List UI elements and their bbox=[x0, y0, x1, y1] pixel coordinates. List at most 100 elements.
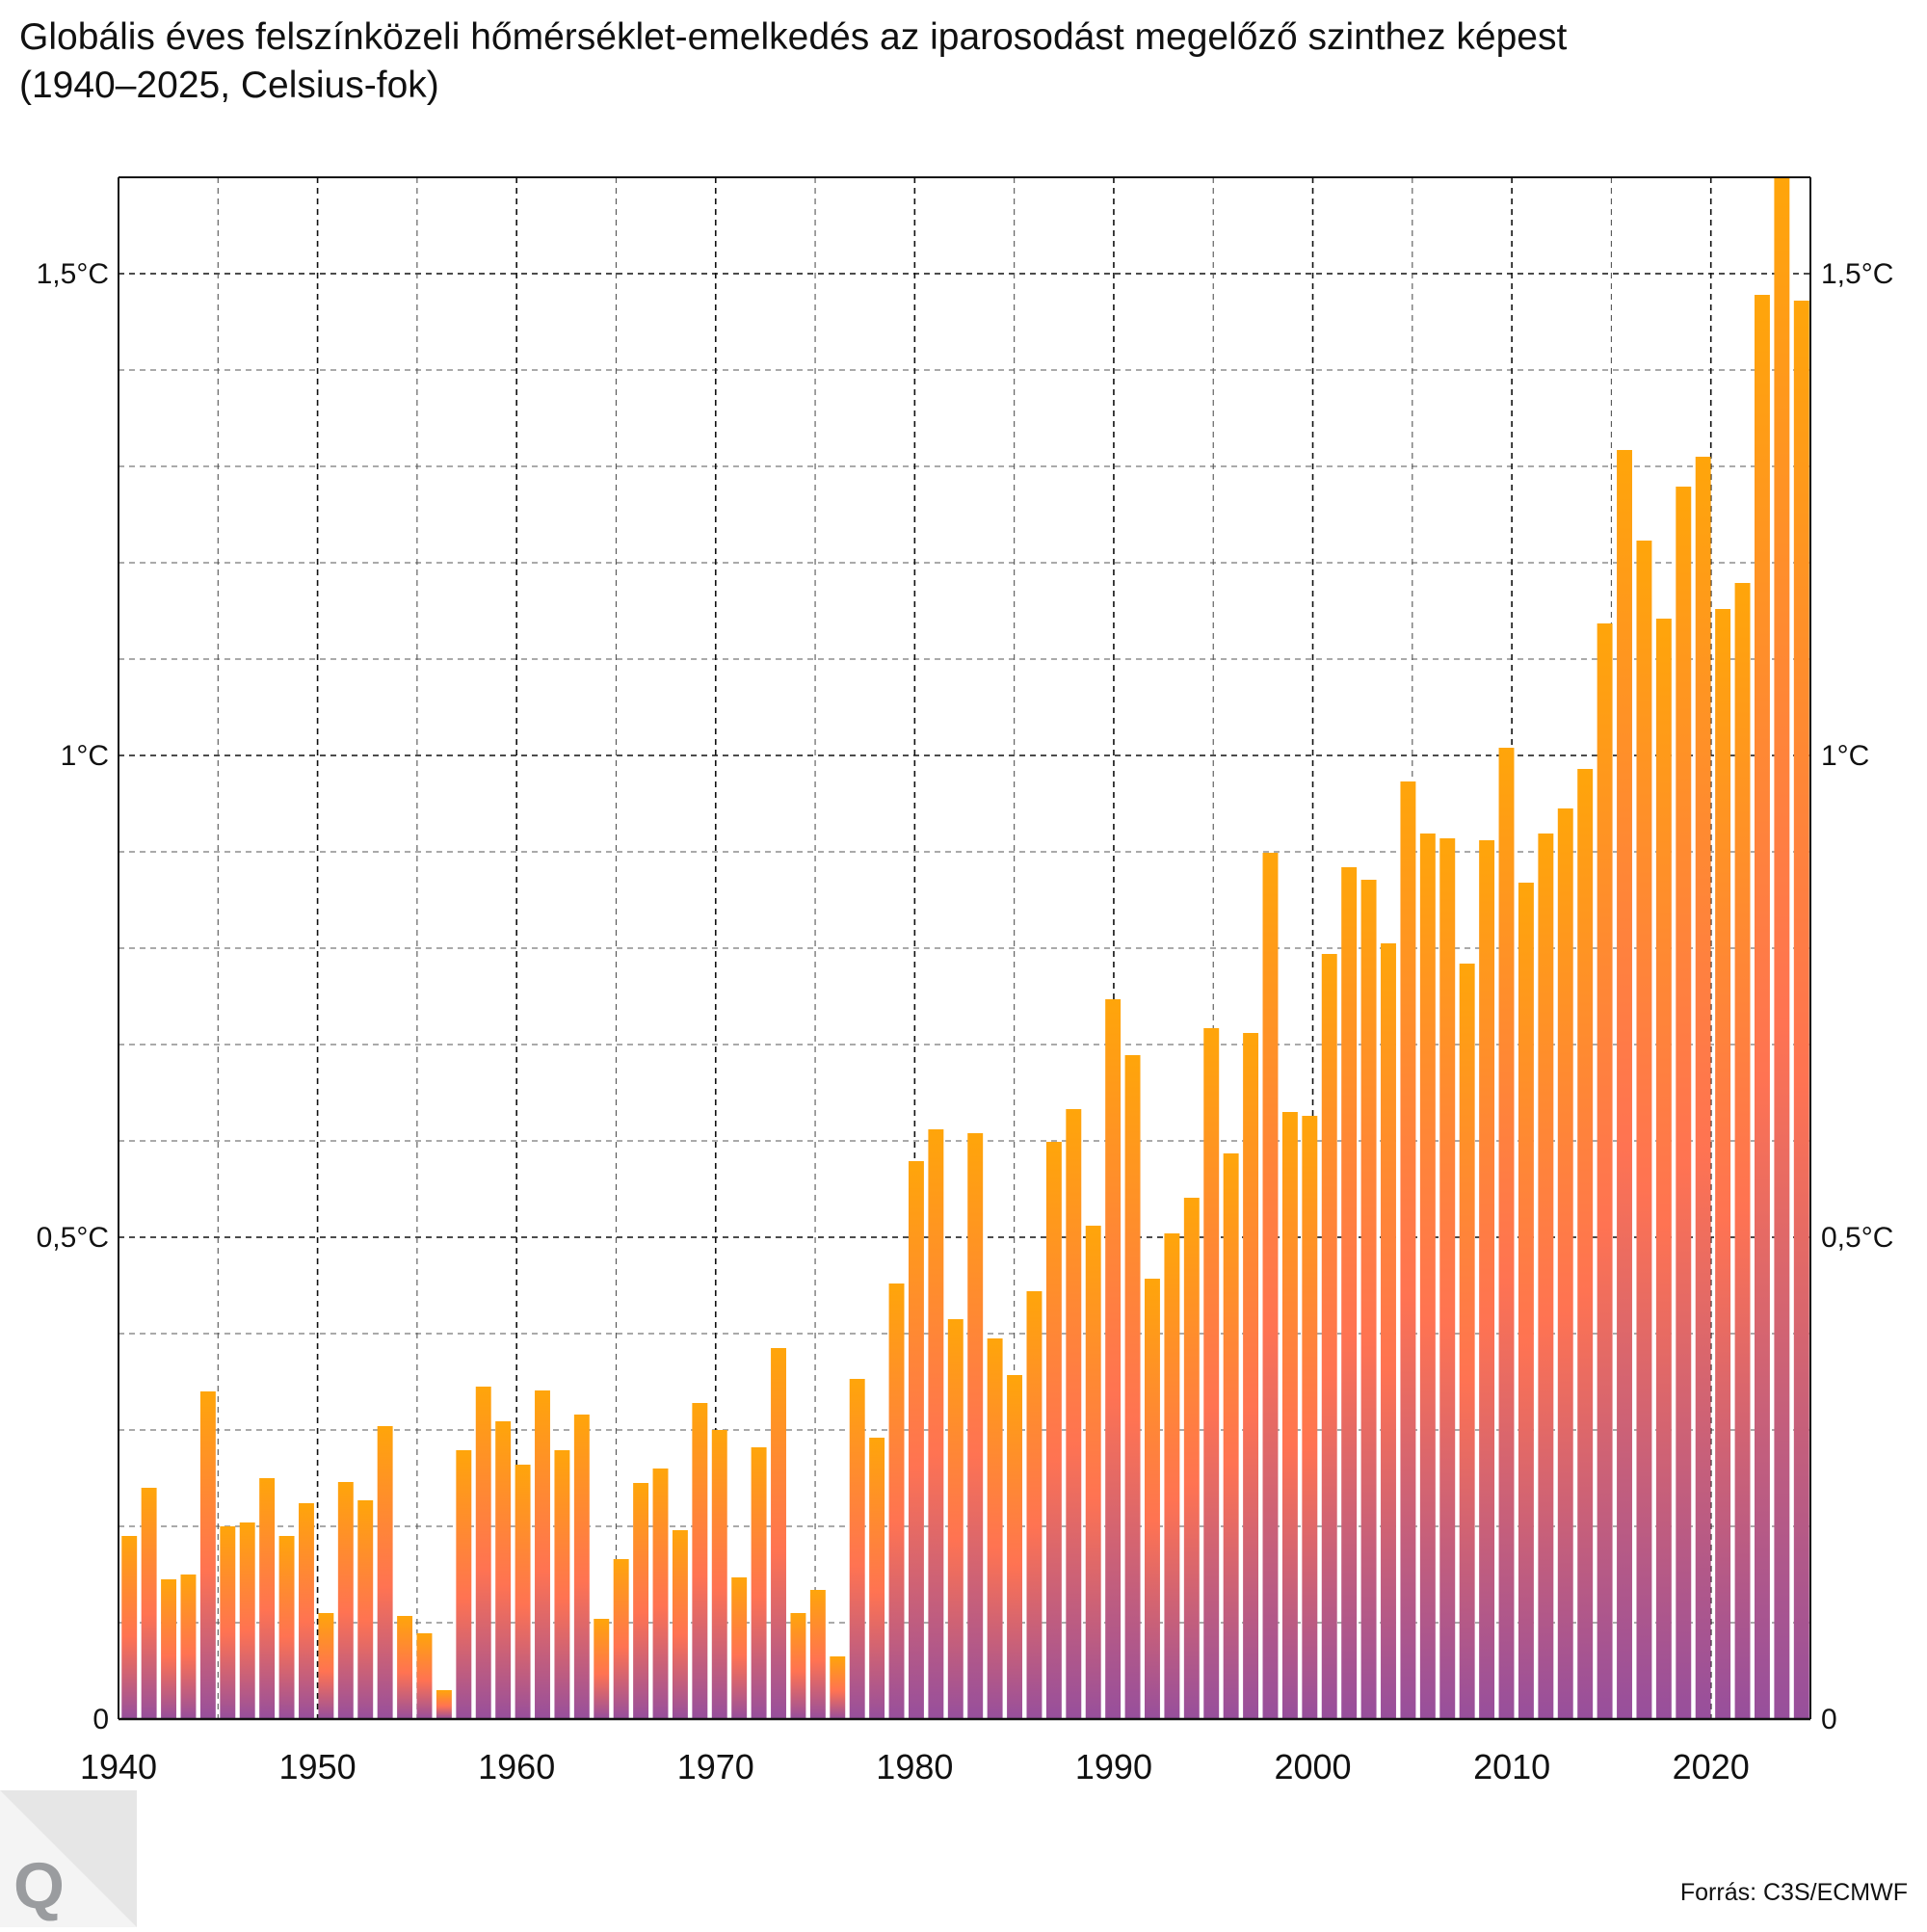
bar-2007: 2007: 0.914 bbox=[1439, 838, 1456, 1719]
bar-1953: 1953: 0.304 bbox=[377, 1426, 393, 1719]
bar-1997: 1997: 0.712 bbox=[1243, 1033, 1259, 1719]
bar-2019: 2019: 1.279 bbox=[1676, 487, 1692, 1719]
bar-1989: 1989: 0.512 bbox=[1085, 1226, 1101, 1719]
x-tick-label: 2000 bbox=[1274, 1747, 1351, 1786]
bar-1979: 1979: 0.452 bbox=[888, 1284, 905, 1719]
bar-1988: 1988: 0.633 bbox=[1066, 1109, 1082, 1719]
bar-1968: 1968: 0.196 bbox=[672, 1530, 688, 1719]
bar-1983: 1983: 0.608 bbox=[967, 1133, 984, 1719]
bar-1949: 1949: 0.224 bbox=[299, 1503, 314, 1719]
chart-title: Globális éves felszínközeli hőmérséklet-… bbox=[19, 13, 1908, 110]
bar-1990: 1990: 0.747 bbox=[1105, 999, 1122, 1719]
bar-1952: 1952: 0.227 bbox=[357, 1500, 374, 1719]
bar-2013: 2013: 0.945 bbox=[1557, 808, 1573, 1719]
bar-1972: 1972: 0.282 bbox=[751, 1447, 767, 1719]
bar-1951: 1951: 0.246 bbox=[337, 1482, 354, 1719]
bar-2009: 2009: 0.912 bbox=[1479, 840, 1495, 1719]
bar-1993: 1993: 0.504 bbox=[1164, 1233, 1180, 1719]
x-axis-labels: 1940 1950 1960 1970 1980 1990 2000 2010 2020 bbox=[80, 1747, 1750, 1786]
x-tick-label: 1990 bbox=[1075, 1747, 1152, 1786]
chart-title-line1: Globális éves felszínközeli hőmérséklet-… bbox=[19, 16, 1568, 58]
bar-1966: 1966: 0.245 bbox=[633, 1483, 649, 1719]
bar-1999: 1999: 0.63 bbox=[1281, 1112, 1298, 1719]
bar-1980: 1980: 0.579 bbox=[908, 1161, 924, 1719]
bar-2002: 2002: 0.884 bbox=[1341, 867, 1358, 1719]
bar-2018: 2018: 1.142 bbox=[1655, 619, 1672, 1719]
x-tick-label: 1970 bbox=[677, 1747, 754, 1786]
bar-1960: 1960: 0.264 bbox=[515, 1465, 531, 1719]
bar-2024: 2024: 1.6 bbox=[1774, 177, 1790, 1719]
bar-2020: 2020: 1.31 bbox=[1695, 457, 1711, 1719]
bar-1958: 1958: 0.345 bbox=[475, 1387, 491, 1719]
bar-1970: 1970: 0.3 bbox=[711, 1430, 727, 1719]
bar-2017: 2017: 1.223 bbox=[1636, 541, 1652, 1719]
x-tick-label: 2010 bbox=[1473, 1747, 1550, 1786]
bar-1956: 1956: 0.03 bbox=[436, 1690, 452, 1719]
bar-2004: 2004: 0.805 bbox=[1381, 943, 1396, 1719]
bar-1996: 1996: 0.587 bbox=[1223, 1153, 1239, 1719]
publisher-logo: Q bbox=[0, 1790, 137, 1927]
x-tick-label: 1940 bbox=[80, 1747, 157, 1786]
bar-1977: 1977: 0.353 bbox=[849, 1379, 865, 1719]
bar-1940: 1940: 0.19 bbox=[121, 1536, 138, 1719]
bar-1947: 1947: 0.25 bbox=[259, 1478, 276, 1719]
bar-1944: 1944: 0.34 bbox=[199, 1391, 216, 1719]
bar-2000: 2000: 0.626 bbox=[1302, 1116, 1318, 1719]
bar-1959: 1959: 0.309 bbox=[495, 1421, 512, 1719]
bar-2011: 2011: 0.868 bbox=[1518, 883, 1534, 1719]
y-tick-label-right: 0 bbox=[1821, 1704, 1837, 1735]
bar-2008: 2008: 0.784 bbox=[1459, 964, 1475, 1719]
bar-1981: 1981: 0.612 bbox=[928, 1129, 944, 1719]
bar-1985: 1985: 0.357 bbox=[1007, 1375, 1023, 1719]
bar-1976: 1976: 0.065 bbox=[830, 1656, 846, 1719]
bar-2015: 2015: 1.137 bbox=[1597, 623, 1613, 1719]
bar-2014: 2014: 0.986 bbox=[1577, 769, 1594, 1719]
bar-2023: 2023: 1.478 bbox=[1754, 295, 1770, 1719]
x-tick-label: 2020 bbox=[1673, 1747, 1750, 1786]
x-tick-label: 1960 bbox=[478, 1747, 555, 1786]
bar-1994: 1994: 0.541 bbox=[1183, 1198, 1200, 1719]
bar-1975: 1975: 0.134 bbox=[809, 1590, 826, 1719]
bar-2022: 2022: 1.179 bbox=[1734, 583, 1751, 1719]
bar-1963: 1963: 0.316 bbox=[573, 1415, 590, 1719]
bar-1984: 1984: 0.395 bbox=[987, 1338, 1003, 1719]
bar-1957: 1957: 0.279 bbox=[456, 1450, 472, 1719]
plot-frame bbox=[118, 176, 1811, 1721]
bar-1987: 1987: 0.599 bbox=[1045, 1142, 1062, 1719]
bar-1995: 1995: 0.717 bbox=[1203, 1028, 1220, 1719]
bar-1971: 1971: 0.147 bbox=[731, 1577, 748, 1719]
bar-1967: 1967: 0.26 bbox=[652, 1469, 669, 1719]
bar-2005: 2005: 0.973 bbox=[1400, 781, 1416, 1719]
bar-2003: 2003: 0.871 bbox=[1360, 880, 1377, 1719]
x-tick-label: 1980 bbox=[876, 1747, 953, 1786]
bar-1954: 1954: 0.107 bbox=[397, 1616, 413, 1719]
bar-1946: 1946: 0.204 bbox=[239, 1522, 255, 1719]
y-tick-label-right: 1,5°C bbox=[1821, 258, 1893, 290]
bar-1942: 1942: 0.145 bbox=[161, 1579, 177, 1719]
y-tick-label-right: 0,5°C bbox=[1821, 1222, 1893, 1254]
bar-1945: 1945: 0.2 bbox=[220, 1526, 236, 1719]
gridlines bbox=[119, 177, 1810, 1719]
bar-2001: 2001: 0.794 bbox=[1321, 954, 1337, 1719]
bar-2006: 2006: 0.919 bbox=[1419, 834, 1436, 1719]
bar-1941: 1941: 0.24 bbox=[141, 1488, 157, 1719]
y-tick-label-right: 1°C bbox=[1821, 740, 1869, 772]
bar-2012: 2012: 0.919 bbox=[1538, 834, 1554, 1719]
bar-1991: 1991: 0.689 bbox=[1124, 1055, 1141, 1719]
bar-1969: 1969: 0.328 bbox=[692, 1403, 708, 1719]
y-axis-labels: 0 0 0,5°C 0,5°C 1°C 1°C 1,5°C 1,5°C bbox=[37, 258, 1894, 1735]
bars: 1940: 0.191941: 0.241942: 0.1451943: 0.1… bbox=[121, 177, 1809, 1719]
source-note: Forrás: C3S/ECMWF bbox=[1679, 1879, 1908, 1906]
bar-1962: 1962: 0.279 bbox=[554, 1450, 570, 1719]
bar-1986: 1986: 0.444 bbox=[1026, 1291, 1043, 1719]
y-tick-label-left: 0,5°C bbox=[37, 1222, 109, 1254]
bar-1948: 1948: 0.19 bbox=[278, 1536, 295, 1719]
chart-title-line2: (1940–2025, Celsius-fok) bbox=[19, 65, 439, 106]
bar-1992: 1992: 0.457 bbox=[1145, 1279, 1160, 1719]
y-tick-label-left: 1°C bbox=[61, 740, 109, 772]
bar-1943: 1943: 0.15 bbox=[180, 1575, 197, 1719]
y-tick-label-left: 0 bbox=[92, 1704, 109, 1735]
bar-1978: 1978: 0.292 bbox=[869, 1438, 885, 1719]
bar-1982: 1982: 0.415 bbox=[947, 1319, 964, 1719]
